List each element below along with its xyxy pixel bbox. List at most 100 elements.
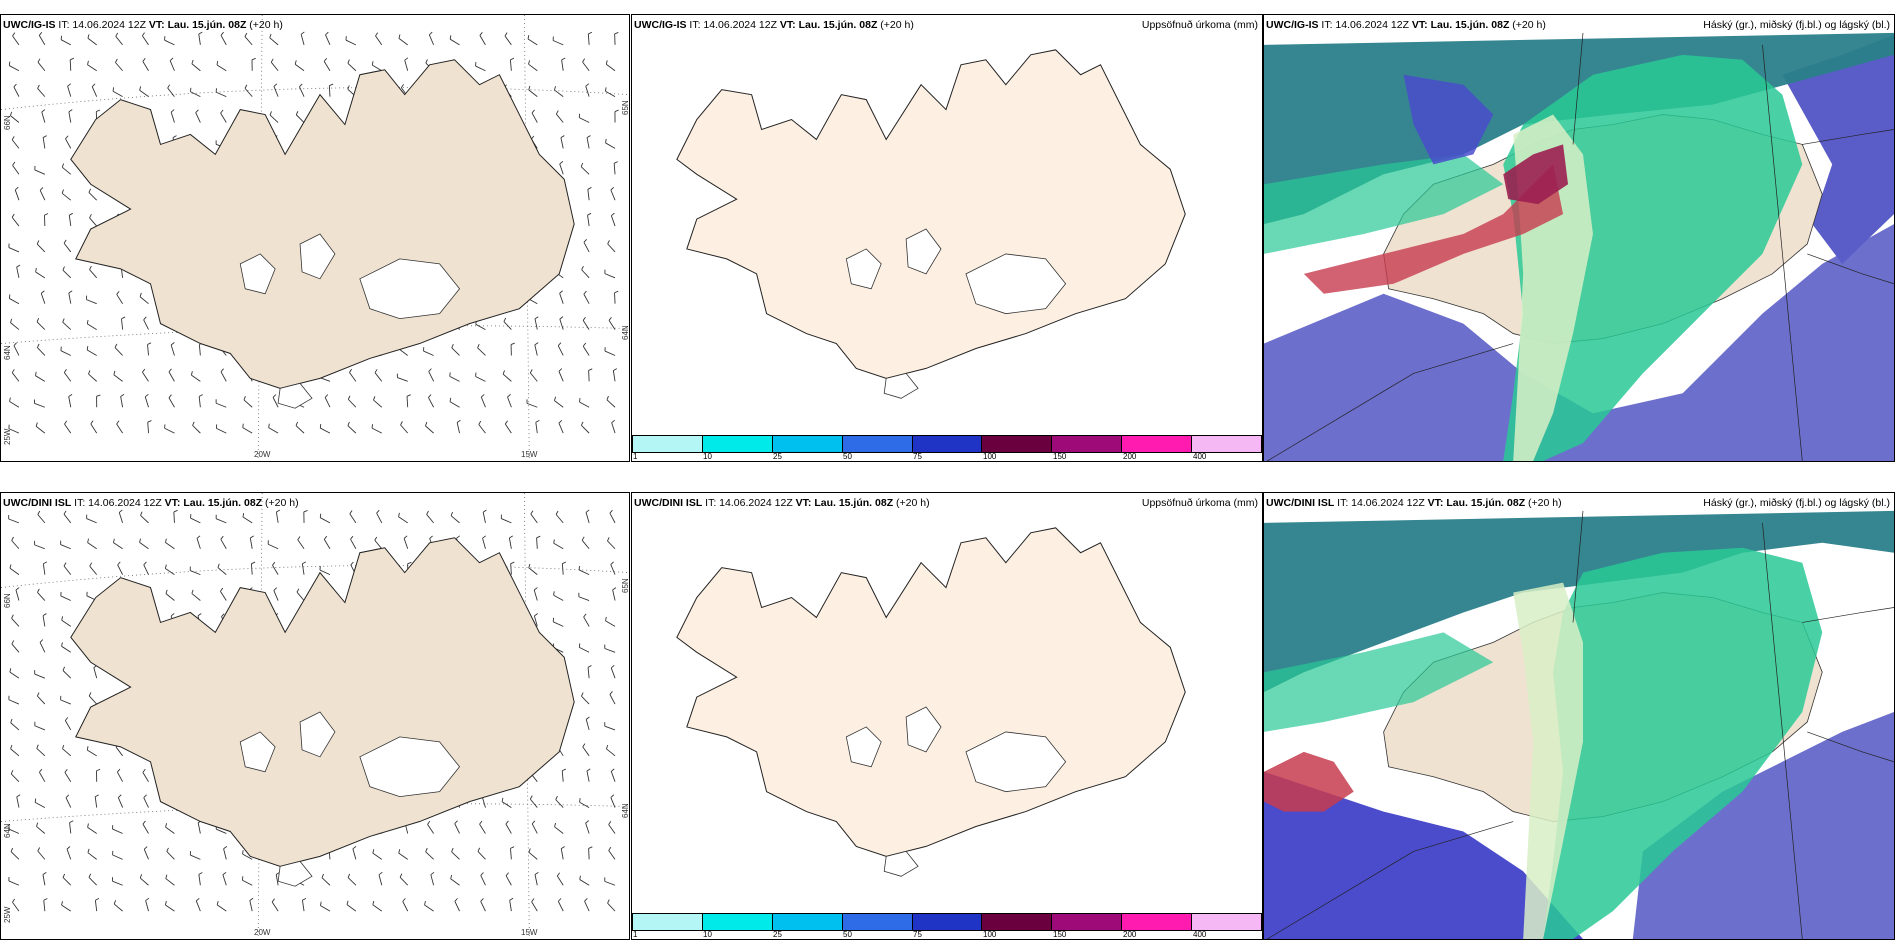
wind-barb bbox=[35, 426, 46, 434]
wind-barb-flag bbox=[86, 319, 89, 324]
wind-barb-flag bbox=[242, 513, 245, 518]
wind-barb bbox=[10, 322, 20, 330]
wind-barb-flag bbox=[38, 32, 43, 36]
wind-barb bbox=[534, 874, 538, 886]
wind-barb-flag bbox=[430, 871, 435, 876]
wind-barb bbox=[501, 801, 512, 808]
colorbar-segment bbox=[1122, 913, 1193, 931]
wind-barb bbox=[220, 539, 227, 549]
wind-barb bbox=[140, 515, 149, 524]
wind-barb bbox=[610, 564, 616, 575]
colorbar-segment bbox=[1052, 913, 1123, 931]
wind-barb bbox=[451, 347, 460, 356]
wind-barb-flag bbox=[505, 872, 509, 876]
cloud-cover-map bbox=[1264, 32, 1894, 461]
wind-barb bbox=[173, 511, 175, 523]
wind-barb-flag bbox=[68, 394, 73, 397]
wind-barb-flag bbox=[68, 109, 73, 113]
wind-barb-flag bbox=[120, 394, 125, 397]
wind-barb bbox=[43, 900, 46, 912]
wind-barb bbox=[475, 323, 486, 330]
wind-barb bbox=[424, 904, 434, 912]
wind-barb bbox=[579, 117, 590, 123]
wind-barb bbox=[112, 90, 123, 98]
wind-barb-flag bbox=[36, 692, 40, 697]
wind-barb-flag bbox=[64, 717, 69, 721]
wind-barb-flag bbox=[347, 873, 351, 878]
colorbar-segment bbox=[772, 913, 843, 931]
wind-barb bbox=[217, 567, 227, 575]
wind-barb-flag bbox=[613, 161, 618, 164]
wind-barb bbox=[11, 643, 20, 653]
wind-barb bbox=[321, 877, 331, 886]
wind-barb bbox=[505, 823, 512, 834]
wind-barb-flag bbox=[605, 87, 607, 92]
wind-barb-flag bbox=[270, 58, 274, 63]
wind-barb-flag bbox=[579, 798, 581, 803]
wind-barb-flag bbox=[144, 393, 149, 398]
precip-red-area bbox=[1503, 144, 1569, 205]
wind-barb bbox=[583, 242, 590, 253]
precipitation-map-panel: UWC/IG-IS IT: 14.06.2024 12Z VT: Lau. 15… bbox=[631, 14, 1263, 462]
wind-barb-flag bbox=[559, 316, 564, 320]
wind-barb bbox=[296, 591, 305, 601]
wind-barb-flag bbox=[400, 421, 403, 426]
wind-barb bbox=[37, 61, 46, 72]
wind-barb bbox=[63, 565, 72, 575]
wind-barb bbox=[89, 217, 98, 227]
lead-time: (+20 h) bbox=[249, 19, 283, 31]
wind-barb bbox=[454, 823, 460, 834]
wind-barb bbox=[400, 424, 409, 434]
wind-barb-flag bbox=[67, 83, 72, 87]
wind-barb bbox=[555, 113, 564, 123]
valid-time: VT: Lau. 15.jún. 08Z bbox=[1427, 497, 1526, 509]
wind-barb bbox=[113, 903, 123, 912]
lat-label: 65N bbox=[621, 100, 630, 115]
wind-barb-flag bbox=[61, 616, 64, 621]
wind-barb bbox=[9, 567, 20, 575]
wind-barb-flag bbox=[116, 768, 121, 773]
wind-barb-flag bbox=[173, 509, 178, 513]
wind-barb bbox=[242, 427, 253, 434]
wind-barb bbox=[190, 570, 201, 576]
wind-barb bbox=[402, 901, 409, 912]
wind-barb bbox=[477, 347, 486, 356]
wind-barb-flag bbox=[588, 31, 593, 35]
wind-barb-flag bbox=[216, 900, 219, 905]
wind-barb-flag bbox=[528, 848, 531, 853]
wind-barb-flag bbox=[560, 135, 565, 139]
wind-barb-flag bbox=[217, 563, 220, 568]
lead-time: (+20 h) bbox=[896, 497, 930, 509]
wind-barb bbox=[273, 86, 279, 97]
wind-barb bbox=[481, 797, 486, 808]
wind-barb-flag bbox=[66, 846, 71, 850]
colorbar-segment bbox=[632, 913, 703, 931]
wind-barb bbox=[42, 137, 46, 149]
wind-barb-flag bbox=[11, 536, 14, 541]
colorbar-segment bbox=[632, 435, 703, 453]
wind-barb bbox=[267, 543, 279, 550]
wind-barb-flag bbox=[62, 873, 66, 878]
wind-barb-flag bbox=[36, 240, 40, 245]
wind-barb-flag bbox=[117, 561, 121, 566]
wind-barb bbox=[610, 215, 616, 227]
wind-barb bbox=[320, 427, 331, 434]
precipitation-map bbox=[676, 527, 1186, 877]
wind-barb-flag bbox=[510, 846, 515, 849]
valid-time: VT: Lau. 15.jún. 08Z bbox=[795, 497, 894, 509]
wind-barb-flag bbox=[88, 692, 92, 697]
wind-barb bbox=[533, 589, 538, 601]
wind-barb bbox=[139, 877, 149, 886]
wind-barb bbox=[427, 824, 434, 834]
wind-barb-flag bbox=[527, 35, 530, 40]
model-name: UWC/DINI ISL bbox=[3, 497, 72, 509]
wind-barb bbox=[36, 243, 46, 253]
wind-barb bbox=[139, 542, 149, 550]
wind-barb bbox=[295, 425, 305, 434]
wind-barb bbox=[507, 396, 512, 408]
wind-barb-flag bbox=[197, 613, 202, 617]
wind-barb bbox=[87, 349, 97, 356]
wind-barb bbox=[222, 874, 227, 886]
wind-barb-flag bbox=[611, 212, 615, 217]
iceland-landmass bbox=[70, 59, 575, 389]
